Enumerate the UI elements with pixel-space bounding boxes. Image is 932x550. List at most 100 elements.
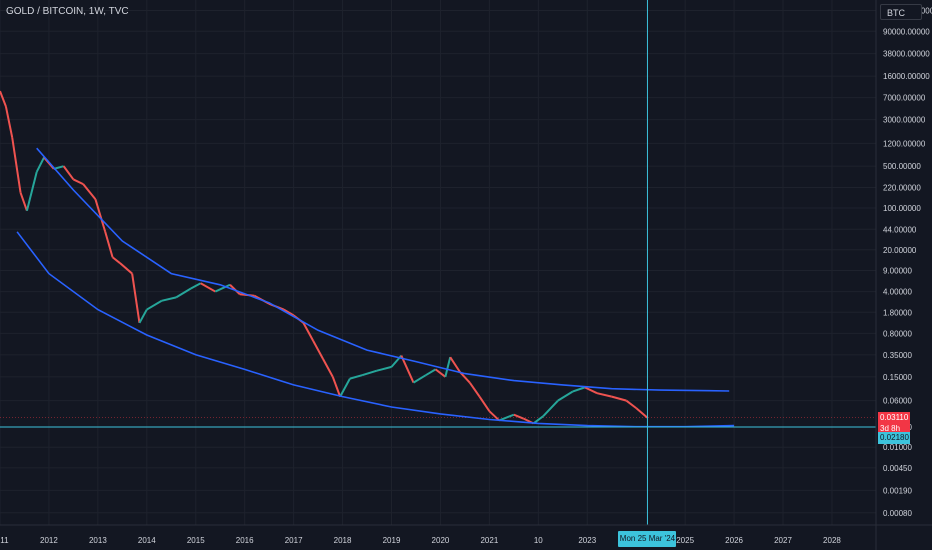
price-segment xyxy=(572,386,586,393)
y-tick-label: 4.00000 xyxy=(883,288,912,297)
price-segment xyxy=(200,282,216,293)
price-segment xyxy=(400,355,415,384)
price-segment xyxy=(434,368,446,378)
price-segment xyxy=(4,106,14,138)
price-segment xyxy=(611,395,627,402)
x-tick-label: 2023 xyxy=(578,536,596,545)
price-segment xyxy=(104,231,114,258)
price-segment xyxy=(35,156,45,173)
x-tick-label: 2019 xyxy=(383,536,401,545)
price-segment xyxy=(161,296,177,302)
y-tick-label: 44.00000 xyxy=(883,225,917,234)
y-tick-label: 0.35000 xyxy=(883,351,912,360)
price-segment xyxy=(459,371,471,384)
price-segment xyxy=(349,374,363,380)
price-segment xyxy=(513,413,525,420)
price-segment xyxy=(488,410,500,422)
y-tick-label: 20.00000 xyxy=(883,246,917,255)
price-segment xyxy=(468,382,481,398)
y-tick-label: 0.00190 xyxy=(883,486,912,495)
price-segment xyxy=(498,413,515,422)
price-segment xyxy=(542,399,559,417)
crosshair-date-tag: Mon 25 Mar '24 xyxy=(618,531,677,547)
price-segment xyxy=(214,283,231,293)
price-segment xyxy=(111,256,121,264)
y-tick-label: 0.06000 xyxy=(883,397,912,406)
x-tick-label: 2016 xyxy=(236,536,254,545)
price-segment xyxy=(413,374,427,384)
price-segment xyxy=(119,262,133,275)
price-segment xyxy=(302,322,315,342)
price-segment xyxy=(312,340,324,360)
price-segment xyxy=(425,368,437,377)
price-segment xyxy=(361,369,378,377)
y-tick-label: 90000.00000 xyxy=(883,27,930,36)
price-series xyxy=(0,90,649,425)
y-tick-label: 38000.00000 xyxy=(883,50,930,59)
price-segment xyxy=(584,386,598,395)
x-tick-label: 2028 xyxy=(823,536,841,545)
price-segment xyxy=(532,415,544,425)
price-segment xyxy=(72,178,84,186)
price-segment xyxy=(339,378,351,398)
price-segment xyxy=(0,90,7,107)
x-tick-label: 2017 xyxy=(285,536,303,545)
price-segment xyxy=(131,273,141,323)
y-tick-label: 1200.00000 xyxy=(883,139,926,148)
price-segment xyxy=(283,308,295,317)
price-segment xyxy=(62,165,75,181)
x-tick-label: 2027 xyxy=(774,536,792,545)
y-tick-label: 500.00000 xyxy=(883,162,921,171)
y-tick-label: 9.00000 xyxy=(883,267,912,276)
y-tick-label: 220.00000 xyxy=(883,183,921,192)
y-tick-label: 0.01000 xyxy=(883,443,912,452)
price-segment xyxy=(94,198,107,233)
x-tick-label: 2015 xyxy=(187,536,205,545)
x-tick-label: 2011 xyxy=(0,536,9,545)
price-segment xyxy=(625,399,637,409)
price-segment xyxy=(376,365,392,372)
price-segment xyxy=(596,392,612,398)
price-segment xyxy=(146,299,163,311)
price-segment xyxy=(19,192,28,212)
time-axis[interactable]: 2011 2012 2013 2014 2015 2016 2017 2018 2019 2020… xyxy=(0,524,932,545)
x-tick-label: 10 xyxy=(534,536,543,545)
channel-upper-curve xyxy=(36,147,730,392)
price-segment xyxy=(175,287,192,299)
price-segment xyxy=(331,376,342,397)
price-segment xyxy=(478,396,491,412)
x-tick-label: 2026 xyxy=(725,536,743,545)
price-segment xyxy=(322,358,334,378)
y-tick-label: 0.00080 xyxy=(883,509,912,518)
x-tick-label: 2013 xyxy=(89,536,107,545)
chart-title: GOLD / BITCOIN, 1W, TVC xyxy=(6,6,129,17)
x-tick-label: 2020 xyxy=(432,536,450,545)
x-tick-label: 2018 xyxy=(334,536,352,545)
y-tick-label: 100.00000 xyxy=(883,204,921,213)
price-segment xyxy=(190,282,202,290)
y-tick-label: 3000.00000 xyxy=(883,116,926,125)
y-tick-label: 0.80000 xyxy=(883,329,912,338)
price-segment xyxy=(82,183,97,200)
y-tick-label: 7000.00000 xyxy=(883,94,926,103)
channel-lines xyxy=(16,147,735,428)
price-axis[interactable]: 200000.0000090000.0000038000.0000016000.… xyxy=(875,0,932,550)
countdown-tag: 3d 8h xyxy=(878,422,910,435)
price-segment xyxy=(557,390,574,402)
crosshair-price-tag: 0.02180 xyxy=(878,431,910,444)
price-segment xyxy=(449,356,461,373)
y-tick-label: 0.15000 xyxy=(883,373,912,382)
price-segment xyxy=(138,309,148,324)
price-segment xyxy=(11,137,22,193)
currency-scale-button[interactable]: BTC xyxy=(880,4,922,20)
last-price-tag: 0.03110 xyxy=(878,411,910,424)
x-tick-label: 2012 xyxy=(40,536,58,545)
grid xyxy=(0,0,876,525)
x-tick-label: 2025 xyxy=(676,536,694,545)
price-segment xyxy=(444,356,452,378)
y-tick-label: 16000.00000 xyxy=(883,72,930,81)
x-tick-label: 2014 xyxy=(138,536,156,545)
y-tick-label: 1.80000 xyxy=(883,308,912,317)
price-segment xyxy=(635,407,649,419)
